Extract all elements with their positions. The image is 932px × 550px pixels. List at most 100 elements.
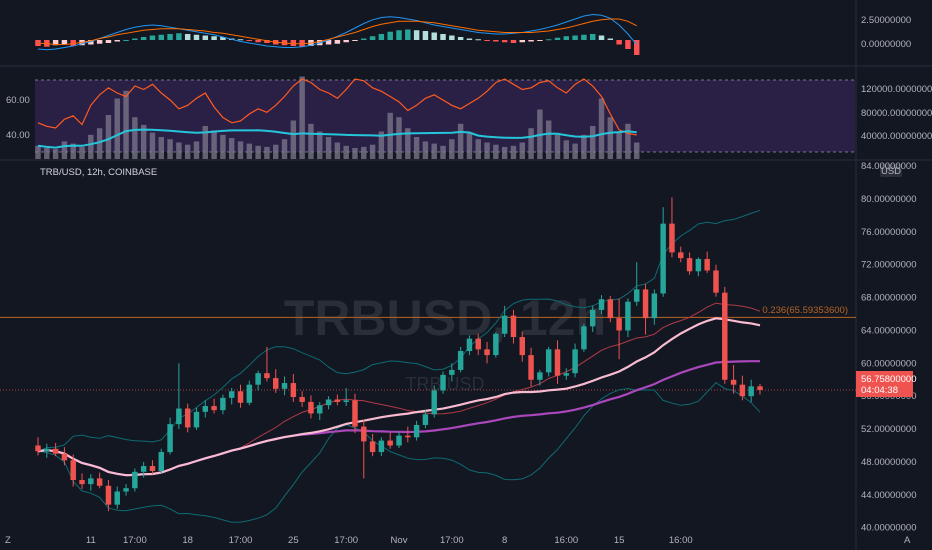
macd-histogram-bar (343, 40, 349, 43)
candle-body (493, 333, 499, 356)
candle-body (625, 301, 631, 331)
volume-bar (545, 120, 552, 159)
currency-badge[interactable] (880, 164, 902, 177)
time-xtick-label: 25 (288, 535, 299, 546)
candle-body (396, 435, 402, 446)
volume-bar (325, 137, 332, 159)
volume-bar (158, 137, 164, 159)
macd-histogram-bar (70, 40, 76, 46)
macd-histogram-bar (537, 40, 543, 41)
volume-bar (387, 112, 393, 159)
macd-histogram-bar (581, 34, 587, 40)
macd-histogram-bar (501, 40, 508, 43)
timezone-button[interactable]: Z (5, 535, 11, 546)
volume-bar (281, 139, 288, 159)
macd-histogram-bar (563, 36, 570, 40)
time-xtick-label: 15 (614, 535, 625, 546)
macd-histogram-bar (422, 31, 429, 40)
volume-bar (519, 142, 525, 159)
currency-label: USD (881, 166, 901, 177)
candle-body (722, 292, 728, 380)
candle-body (405, 435, 411, 438)
rsi-ytick-60: 60.00 (6, 95, 30, 106)
time-xtick-label: 17:00 (123, 535, 147, 546)
bollinger-upper (37, 209, 761, 452)
candle-body (616, 318, 622, 331)
candle-body (88, 478, 94, 485)
candle-body (264, 373, 270, 379)
candle-body (739, 384, 746, 397)
candle-body (607, 299, 614, 319)
macd-histogram-bar (616, 40, 622, 45)
candle-body (695, 258, 702, 272)
macd-histogram-bar (132, 38, 138, 40)
volume-bar (449, 139, 455, 159)
volume-bar (493, 144, 499, 159)
candle-body (713, 270, 719, 293)
volume-bar (184, 144, 191, 159)
macd-histogram-bar (114, 40, 120, 42)
time-xtick-label: 11 (86, 535, 96, 546)
candle-body (545, 349, 552, 373)
price-ytick-label: 72.00000000 (861, 260, 916, 271)
candle-body (176, 408, 182, 425)
volume-bar (220, 134, 226, 159)
candle-body (228, 391, 235, 398)
macd-histogram-bar (572, 35, 578, 40)
candle-body (422, 414, 429, 425)
candle-body (686, 258, 693, 272)
symbol-info[interactable]: TRB/USD, 12h, COINBASE (40, 167, 157, 178)
candle-body (519, 337, 525, 356)
time-xtick-label: 16:00 (554, 535, 578, 546)
macd-histogram-bar (405, 29, 411, 40)
macd-histogram-bar (457, 37, 464, 40)
volume-bar (193, 141, 200, 159)
macd-histogram-bar (519, 40, 525, 43)
volume-bar (79, 146, 85, 159)
macd-histogram-bar (493, 40, 499, 42)
auto-scale-button[interactable]: A (904, 535, 911, 546)
candle-body (589, 309, 596, 327)
macd-histogram-bar (202, 35, 209, 40)
candle-body (642, 289, 649, 319)
macd-ytick-high: 2.50000000 (861, 15, 911, 26)
macd-histogram-bar (449, 35, 455, 40)
candle-body (510, 315, 517, 338)
candle-body (44, 448, 50, 452)
volume-bar (228, 138, 235, 159)
volume-bar (70, 143, 76, 159)
candle-body (211, 406, 217, 411)
volume-bar (554, 134, 561, 159)
macd-histogram-bar (105, 40, 112, 43)
time-axis[interactable]: 11 17:00 18 17:00 25 17:00 Nov 17:00 8 16:00 15 16:… (86, 535, 693, 546)
macd-histogram-bar (140, 37, 147, 40)
candle-body (730, 379, 737, 385)
rsi-volume-pane (35, 76, 640, 159)
candle-body (246, 384, 253, 403)
volume-bar (334, 142, 341, 159)
candle-body (343, 400, 349, 402)
candle-body (475, 338, 481, 350)
candle-body (554, 349, 561, 376)
time-xtick-label: Nov (391, 535, 408, 546)
volume-bar (273, 144, 279, 159)
macd-histogram-bar (237, 39, 244, 41)
volume-bar (440, 145, 446, 159)
fib-level-label: 0.236(65.59353600) (762, 305, 848, 316)
volume-bar (563, 140, 570, 159)
macd-histogram-bar (554, 37, 561, 40)
price-ytick-label: 40.00000000 (861, 523, 916, 534)
candle-body (757, 386, 763, 390)
moving-average-fast (37, 317, 761, 477)
volume-bar (352, 148, 358, 159)
macd-histogram-bar (255, 40, 261, 43)
rsi-ytick-40: 40.00 (6, 130, 30, 141)
volume-bar (607, 117, 614, 159)
candle-body (537, 372, 543, 380)
macd-histogram-bar (325, 40, 332, 45)
volume-bar (290, 120, 297, 159)
candle-body (369, 441, 376, 453)
candle-body (598, 299, 605, 310)
watermark-symbol: TRBUSD, 12h (284, 290, 606, 346)
